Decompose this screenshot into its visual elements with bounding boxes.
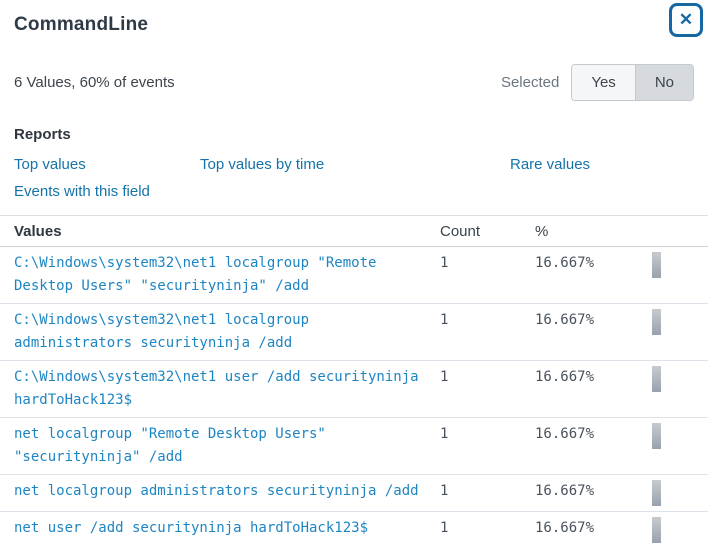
count-cell: 1	[440, 426, 449, 442]
value-link[interactable]: net user /add securityninja hardToHack12…	[14, 520, 369, 536]
link-top-values-by-time[interactable]: Top values by time	[200, 156, 325, 173]
values-table: Values Count % C:\Windows\system32\net1 …	[0, 215, 708, 547]
selected-no-button[interactable]: No	[635, 65, 693, 100]
percent-bar	[652, 517, 661, 543]
percent-cell: 16.667%	[535, 369, 595, 385]
value-link[interactable]: C:\Windows\system32\net1 localgroup "Rem…	[14, 255, 377, 294]
column-header-count: Count	[440, 222, 481, 240]
value-link[interactable]: net localgroup "Remote Desktop Users" "s…	[14, 426, 326, 465]
page-title: CommandLine	[14, 14, 149, 35]
reports-heading: Reports	[14, 126, 71, 143]
selected-toggle-group: Selected Yes No	[501, 64, 694, 101]
close-icon: ✕	[678, 10, 694, 29]
count-cell: 1	[440, 483, 449, 499]
column-header-percent: %	[535, 222, 549, 240]
percent-bar	[652, 252, 661, 278]
percent-cell: 16.667%	[535, 483, 595, 499]
link-rare-values[interactable]: Rare values	[510, 156, 591, 173]
link-top-values[interactable]: Top values	[14, 156, 86, 173]
reports-links-row-1: Top values Top values by time Rare value…	[0, 156, 708, 174]
percent-bar	[652, 480, 661, 506]
value-link[interactable]: C:\Windows\system32\net1 user /add secur…	[14, 369, 419, 408]
percent-cell: 16.667%	[535, 312, 595, 328]
selected-label: Selected	[500, 74, 560, 91]
percent-bar	[652, 309, 661, 335]
percent-cell: 16.667%	[535, 255, 595, 271]
percent-cell: 16.667%	[535, 520, 595, 536]
column-header-values: Values	[14, 222, 62, 240]
table-row: net localgroup "Remote Desktop Users" "s…	[0, 418, 708, 475]
count-cell: 1	[440, 520, 449, 536]
link-events-with-this-field[interactable]: Events with this field	[14, 183, 150, 200]
count-cell: 1	[440, 312, 449, 328]
close-button[interactable]: ✕	[669, 3, 703, 37]
table-row: net user /add securityninja hardToHack12…	[0, 512, 708, 547]
selected-toggle: Yes No	[571, 64, 694, 101]
table-row: C:\Windows\system32\net1 localgroup "Rem…	[0, 247, 708, 304]
percent-bar	[652, 423, 661, 449]
selected-yes-button[interactable]: Yes	[572, 65, 636, 100]
count-cell: 1	[440, 255, 449, 271]
value-link[interactable]: net localgroup administrators securityni…	[14, 483, 419, 499]
reports-links-row-2: Events with this field	[0, 183, 708, 201]
value-link[interactable]: C:\Windows\system32\net1 localgroup admi…	[14, 312, 310, 351]
percent-cell: 16.667%	[535, 426, 595, 442]
table-row: net localgroup administrators securityni…	[0, 475, 708, 512]
table-row: C:\Windows\system32\net1 localgroup admi…	[0, 304, 708, 361]
percent-bar	[652, 366, 661, 392]
modal-header: CommandLine ✕	[0, 3, 708, 45]
count-cell: 1	[440, 369, 449, 385]
values-summary-text: 6 Values, 60% of events	[14, 74, 175, 91]
table-row: C:\Windows\system32\net1 user /add secur…	[0, 361, 708, 418]
table-header-row: Values Count %	[0, 215, 708, 247]
summary-row: 6 Values, 60% of events Selected Yes No	[0, 64, 708, 101]
